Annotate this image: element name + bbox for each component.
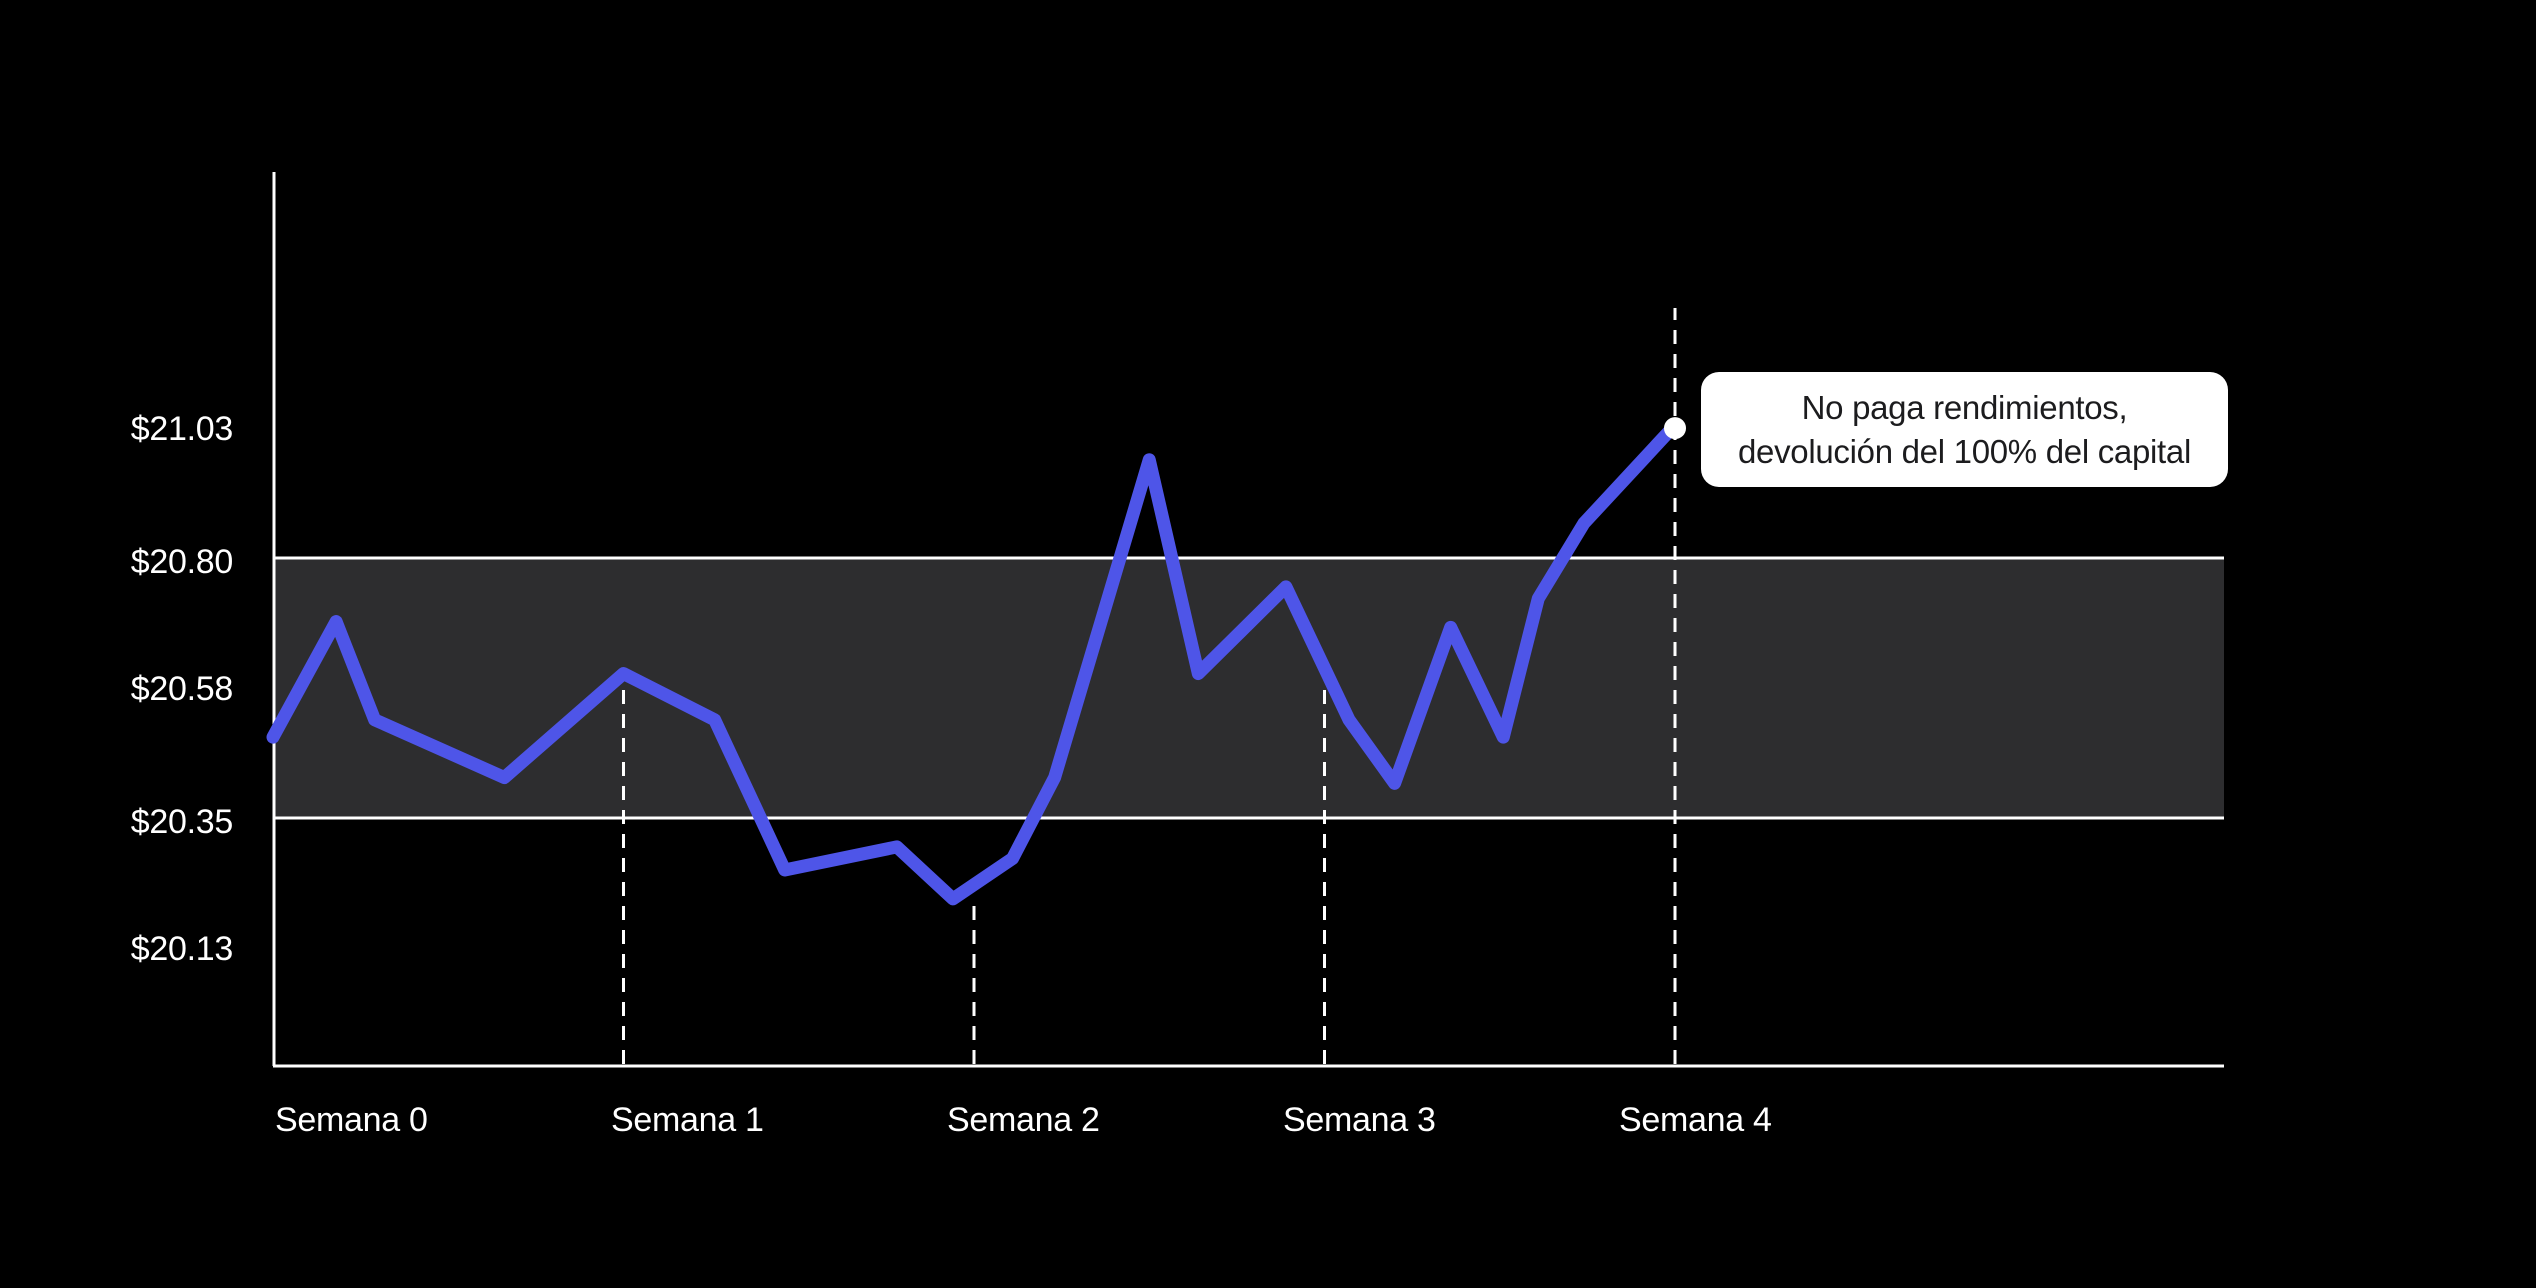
x-axis-label-semana-3: Semana 3 <box>1283 1101 1436 1139</box>
annotation-line-2: devolución del 100% del capital <box>1737 432 2192 470</box>
x-axis-label-semana-2: Semana 2 <box>947 1101 1100 1139</box>
y-axis-label-21.03: $21.03 <box>130 410 234 449</box>
x-axis-label-semana-4: Semana 4 <box>1619 1101 1772 1139</box>
y-axis-label-20.35: $20.35 <box>130 803 234 841</box>
annotation-card: No paga rendimientos, devolución del 100… <box>1701 372 2228 487</box>
target-band <box>274 557 2224 818</box>
y-axis-label-20.58: $20.58 <box>130 670 234 709</box>
x-axis-label-semana-0: Semana 0 <box>275 1101 428 1139</box>
annotation-line-1: No paga rendimientos, <box>1801 388 2128 426</box>
y-axis-label-20.80: $20.80 <box>130 542 234 581</box>
x-axis-label-semana-1: Semana 1 <box>611 1101 764 1139</box>
y-axis-label-20.13: $20.13 <box>130 930 234 969</box>
price-line <box>266 418 1682 906</box>
end-point-dot <box>1664 417 1686 440</box>
